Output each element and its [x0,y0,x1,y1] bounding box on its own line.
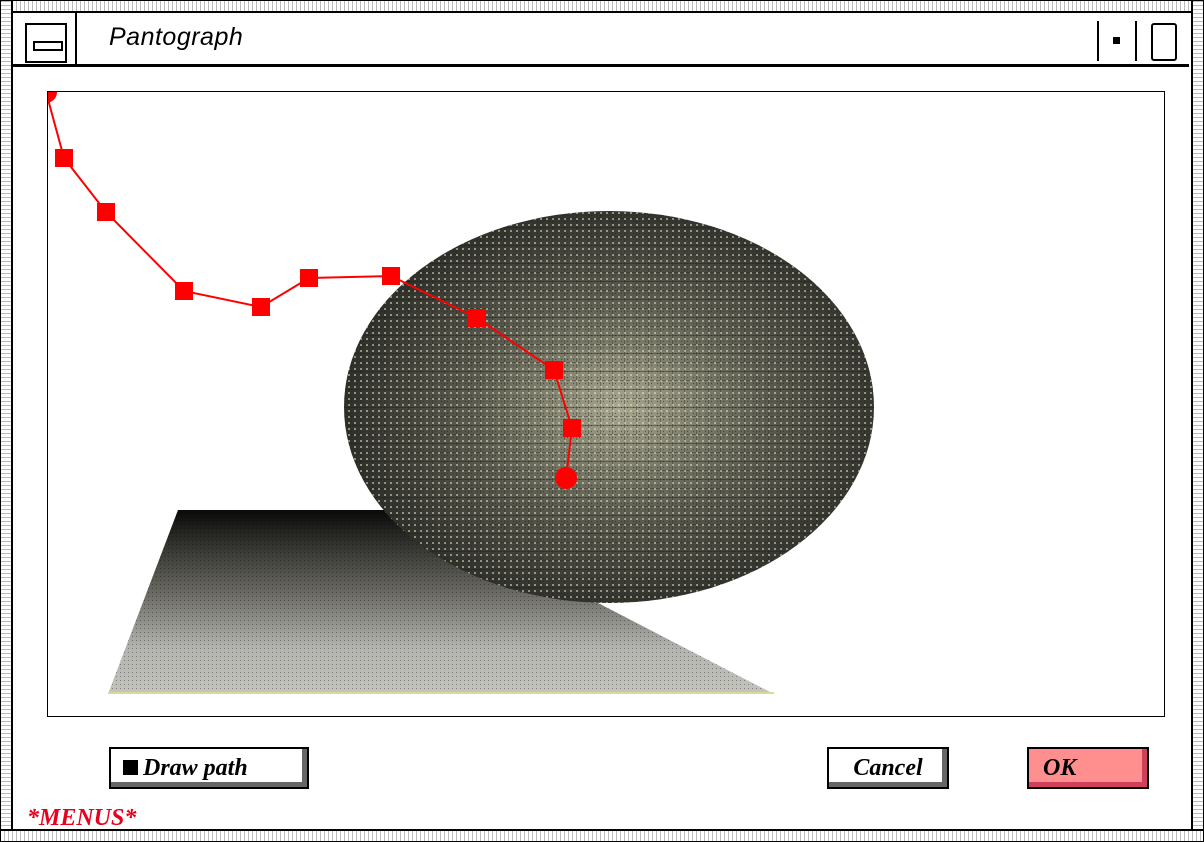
menus-label[interactable]: *MENUS* [27,805,137,831]
window-border-left[interactable] [1,1,13,841]
floor-plane [108,510,774,694]
path-control-point[interactable] [97,203,115,221]
drawing-canvas[interactable] [35,81,1165,717]
path-control-point[interactable] [252,298,270,316]
path-control-point[interactable] [300,269,318,287]
maximize-icon [1151,23,1177,61]
title-bar[interactable]: Pantograph [13,13,1189,67]
window-border-bottom[interactable] [1,829,1203,841]
path-control-point[interactable] [468,309,486,327]
toggle-indicator-icon [123,760,138,775]
draw-path-toggle[interactable]: Draw path [109,747,309,789]
window-menu-button[interactable] [25,23,67,63]
drawn-path [35,81,581,489]
title-separator [75,13,77,67]
path-control-point[interactable] [382,267,400,285]
cancel-button[interactable]: Cancel [827,747,949,789]
minimize-button[interactable] [1097,21,1137,61]
window-border-top[interactable] [1,1,1203,13]
path-control-point[interactable] [555,467,577,489]
ok-button[interactable]: OK [1027,747,1149,789]
scene-svg [35,81,874,694]
path-control-point[interactable] [563,419,581,437]
draw-path-label: Draw path [143,755,248,781]
maximize-button[interactable] [1143,21,1183,61]
ellipsoid-mesh [344,211,874,603]
path-control-point[interactable] [545,361,563,379]
path-control-point[interactable] [55,149,73,167]
minimize-icon [1113,37,1120,44]
path-control-point[interactable] [35,81,57,103]
window-menu-icon [33,41,63,51]
path-control-point[interactable] [175,282,193,300]
window-title: Pantograph [109,23,244,51]
window-border-right[interactable] [1191,1,1203,841]
